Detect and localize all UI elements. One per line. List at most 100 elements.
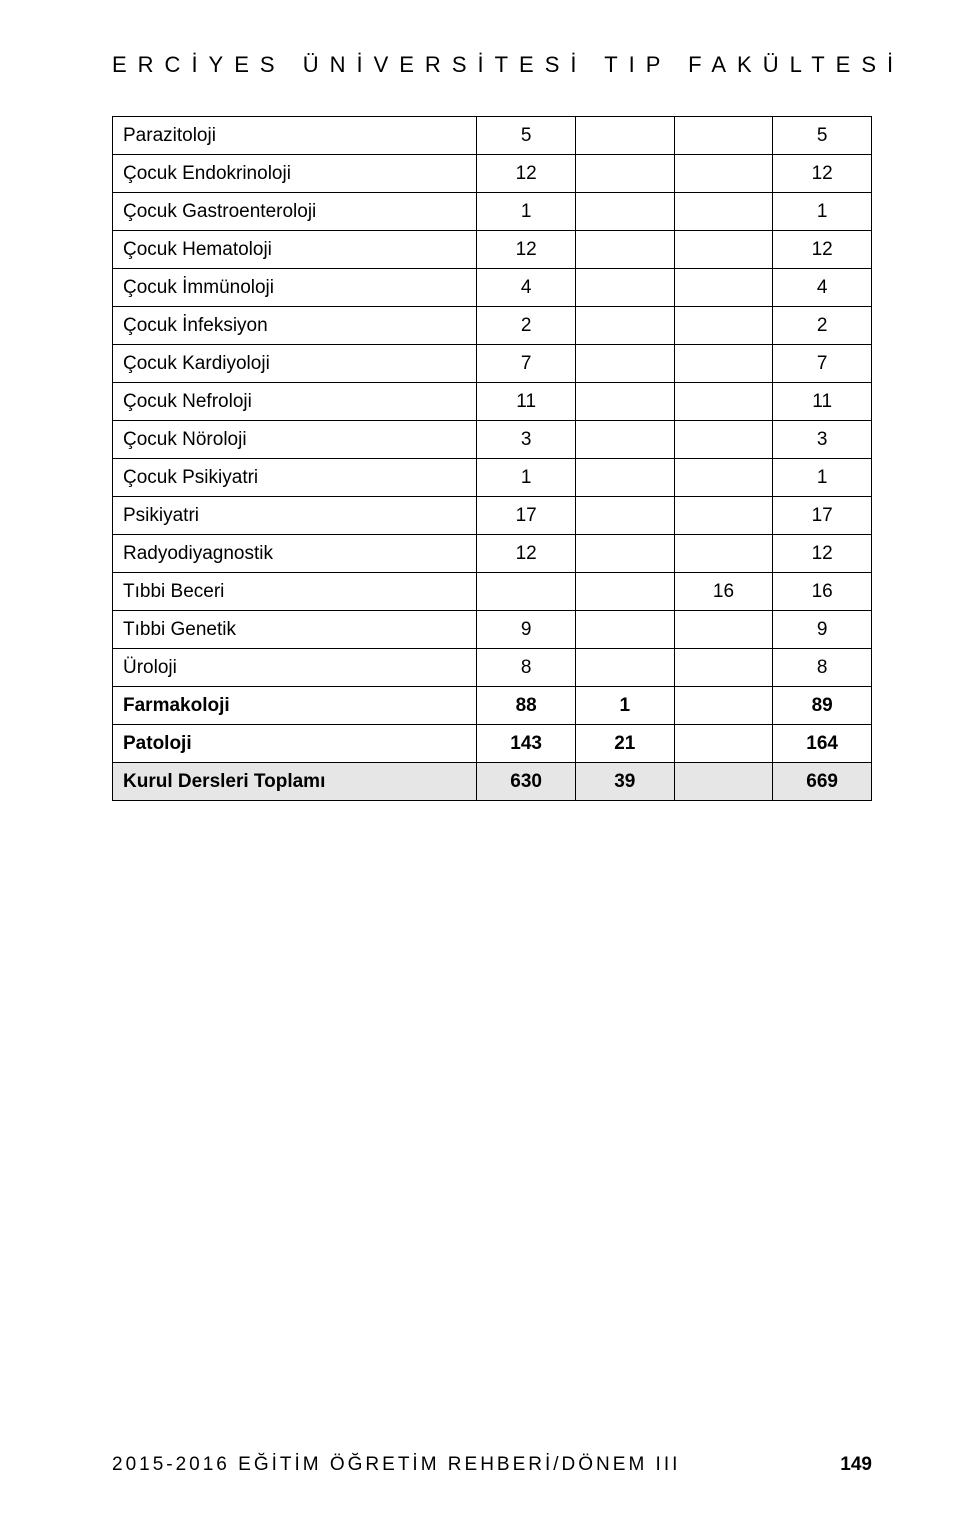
row-value bbox=[575, 611, 674, 649]
row-value: 17 bbox=[773, 497, 872, 535]
row-value: 16 bbox=[674, 573, 773, 611]
row-value: 8 bbox=[773, 649, 872, 687]
row-value bbox=[575, 535, 674, 573]
table-row: Çocuk Nöroloji33 bbox=[113, 421, 872, 459]
row-label: Tıbbi Beceri bbox=[113, 573, 477, 611]
row-value: 1 bbox=[477, 459, 576, 497]
table-row: Çocuk İmmünoloji44 bbox=[113, 269, 872, 307]
row-value bbox=[477, 573, 576, 611]
table-row: Çocuk Psikiyatri11 bbox=[113, 459, 872, 497]
row-value bbox=[674, 383, 773, 421]
row-value bbox=[674, 345, 773, 383]
row-value bbox=[575, 155, 674, 193]
table-row: Çocuk Kardiyoloji77 bbox=[113, 345, 872, 383]
row-value: 11 bbox=[773, 383, 872, 421]
row-value: 4 bbox=[477, 269, 576, 307]
table-row: Radyodiyagnostik1212 bbox=[113, 535, 872, 573]
row-value: 17 bbox=[477, 497, 576, 535]
row-value bbox=[674, 611, 773, 649]
row-value: 2 bbox=[773, 307, 872, 345]
row-label: Parazitoloji bbox=[113, 117, 477, 155]
table-row: Psikiyatri1717 bbox=[113, 497, 872, 535]
row-value: 9 bbox=[773, 611, 872, 649]
row-value: 16 bbox=[773, 573, 872, 611]
row-value: 164 bbox=[773, 725, 872, 763]
table-row: Çocuk Nefroloji1111 bbox=[113, 383, 872, 421]
row-value bbox=[674, 307, 773, 345]
row-label: Patoloji bbox=[113, 725, 477, 763]
row-value bbox=[575, 307, 674, 345]
row-value: 4 bbox=[773, 269, 872, 307]
row-value: 5 bbox=[773, 117, 872, 155]
row-value bbox=[575, 231, 674, 269]
row-value: 8 bbox=[477, 649, 576, 687]
row-value: 3 bbox=[773, 421, 872, 459]
row-value bbox=[674, 193, 773, 231]
row-label: Tıbbi Genetik bbox=[113, 611, 477, 649]
row-label: Radyodiyagnostik bbox=[113, 535, 477, 573]
table-row: Çocuk İnfeksiyon22 bbox=[113, 307, 872, 345]
row-value: 12 bbox=[773, 535, 872, 573]
table-row: Kurul Dersleri Toplamı63039 669 bbox=[113, 763, 872, 801]
row-value: 11 bbox=[477, 383, 576, 421]
table-row: Farmakoloji88189 bbox=[113, 687, 872, 725]
row-value: 143 bbox=[477, 725, 576, 763]
row-value bbox=[575, 497, 674, 535]
row-value: 12 bbox=[773, 231, 872, 269]
row-value: 21 bbox=[575, 725, 674, 763]
row-value: 12 bbox=[477, 155, 576, 193]
row-value bbox=[575, 117, 674, 155]
row-value bbox=[674, 687, 773, 725]
row-value bbox=[674, 155, 773, 193]
row-value bbox=[674, 535, 773, 573]
row-label: Çocuk Hematoloji bbox=[113, 231, 477, 269]
row-value bbox=[674, 459, 773, 497]
row-value: 12 bbox=[773, 155, 872, 193]
row-label: Çocuk Endokrinoloji bbox=[113, 155, 477, 193]
row-label: Çocuk Nefroloji bbox=[113, 383, 477, 421]
row-value: 3 bbox=[477, 421, 576, 459]
row-value: 669 bbox=[773, 763, 872, 801]
row-value: 630 bbox=[477, 763, 576, 801]
course-hours-table: Parazitoloji55Çocuk Endokrinoloji1212Çoc… bbox=[112, 116, 872, 801]
row-value: 2 bbox=[477, 307, 576, 345]
row-value: 9 bbox=[477, 611, 576, 649]
row-label: Çocuk Gastroenteroloji bbox=[113, 193, 477, 231]
row-value: 7 bbox=[477, 345, 576, 383]
row-value bbox=[575, 649, 674, 687]
row-value: 1 bbox=[773, 459, 872, 497]
row-label: Kurul Dersleri Toplamı bbox=[113, 763, 477, 801]
row-value bbox=[674, 763, 773, 801]
row-value: 89 bbox=[773, 687, 872, 725]
row-value bbox=[674, 231, 773, 269]
row-label: Psikiyatri bbox=[113, 497, 477, 535]
row-value bbox=[575, 269, 674, 307]
table-row: Tıbbi Beceri 1616 bbox=[113, 573, 872, 611]
row-value bbox=[674, 117, 773, 155]
page: ERCİYES ÜNİVERSİTESİ TIP FAKÜLTESİ Paraz… bbox=[0, 0, 960, 1536]
row-label: Çocuk İnfeksiyon bbox=[113, 307, 477, 345]
row-label: Çocuk Kardiyoloji bbox=[113, 345, 477, 383]
row-value: 1 bbox=[477, 193, 576, 231]
table-row: Parazitoloji55 bbox=[113, 117, 872, 155]
row-label: Çocuk Nöroloji bbox=[113, 421, 477, 459]
table-row: Çocuk Endokrinoloji1212 bbox=[113, 155, 872, 193]
table-row: Patoloji14321 164 bbox=[113, 725, 872, 763]
footer-page-number: 149 bbox=[840, 1454, 872, 1476]
row-value: 39 bbox=[575, 763, 674, 801]
row-value bbox=[575, 421, 674, 459]
page-footer: 2015-2016 EĞİTİM ÖĞRETİM REHBERİ/DÖNEM I… bbox=[112, 1454, 872, 1476]
row-value: 12 bbox=[477, 231, 576, 269]
row-value: 88 bbox=[477, 687, 576, 725]
table-row: Tıbbi Genetik99 bbox=[113, 611, 872, 649]
row-value bbox=[575, 383, 674, 421]
row-value: 12 bbox=[477, 535, 576, 573]
row-value: 1 bbox=[773, 193, 872, 231]
row-value: 7 bbox=[773, 345, 872, 383]
row-value: 5 bbox=[477, 117, 576, 155]
row-value bbox=[575, 459, 674, 497]
row-value bbox=[674, 725, 773, 763]
row-label: Üroloji bbox=[113, 649, 477, 687]
table-row: Çocuk Hematoloji1212 bbox=[113, 231, 872, 269]
row-value bbox=[674, 649, 773, 687]
